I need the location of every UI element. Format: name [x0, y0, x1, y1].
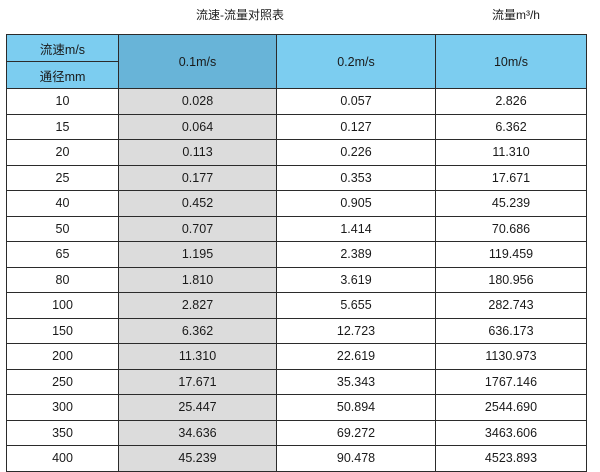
cell-flow-0.2ms: 0.226 [276, 139, 436, 166]
cell-flow-10ms: 4523.893 [435, 445, 587, 472]
column-header-0.1ms[interactable]: 0.1m/s [118, 34, 277, 89]
cell-flow-0.1ms: 0.028 [118, 88, 277, 115]
cell-flow-0.2ms: 69.272 [276, 419, 436, 446]
cell-flow-0.2ms: 5.655 [276, 292, 436, 319]
cell-flow-10ms: 119.459 [435, 241, 587, 268]
cell-flow-0.1ms: 0.113 [118, 139, 277, 166]
cell-flow-10ms: 2.826 [435, 88, 587, 115]
cell-flow-10ms: 70.686 [435, 215, 587, 242]
cell-diameter: 400 [6, 445, 119, 472]
cell-flow-0.2ms: 3.619 [276, 266, 436, 293]
table-row: 250 17.671 35.343 1767.146 [6, 368, 587, 395]
cell-flow-10ms: 17.671 [435, 164, 587, 191]
cell-flow-0.2ms: 1.414 [276, 215, 436, 242]
cell-flow-0.2ms: 50.894 [276, 394, 436, 421]
table-row: 25 0.177 0.353 17.671 [6, 164, 587, 191]
cell-flow-0.1ms: 1.195 [118, 241, 277, 268]
cell-diameter: 350 [6, 419, 119, 446]
cell-diameter: 50 [6, 215, 119, 242]
table-row: 65 1.195 2.389 119.459 [6, 241, 587, 268]
table-row: 350 34.636 69.272 3463.606 [6, 419, 587, 446]
table-row: 15 0.064 0.127 6.362 [6, 113, 587, 140]
table-row: 80 1.810 3.619 180.956 [6, 266, 587, 293]
cell-diameter: 10 [6, 88, 119, 115]
cell-flow-10ms: 3463.606 [435, 419, 587, 446]
cell-flow-10ms: 1767.146 [435, 368, 587, 395]
cell-flow-0.2ms: 0.905 [276, 190, 436, 217]
cell-flow-10ms: 45.239 [435, 190, 587, 217]
cell-diameter: 250 [6, 368, 119, 395]
flow-unit-label: 流量m³/h [491, 8, 540, 22]
cell-flow-0.2ms: 0.353 [276, 164, 436, 191]
cell-flow-10ms: 180.956 [435, 266, 587, 293]
page-title: 流速-流量对照表 [196, 8, 284, 22]
caption-bar: 流速-流量对照表 流量m³/h [0, 0, 600, 34]
cell-diameter: 25 [6, 164, 119, 191]
cell-flow-10ms: 6.362 [435, 113, 587, 140]
cell-diameter: 100 [6, 292, 119, 319]
cell-diameter: 80 [6, 266, 119, 293]
cell-flow-0.1ms: 1.810 [118, 266, 277, 293]
table-row: 400 45.239 90.478 4523.893 [6, 445, 587, 472]
table-head: 流速m/s 0.1m/s 0.2m/s 10m/s 通径mm [6, 34, 587, 89]
cell-flow-10ms: 1130.973 [435, 343, 587, 370]
header-diameter-label: 通径mm [6, 61, 119, 89]
flow-velocity-table-wrapper: 流速m/s 0.1m/s 0.2m/s 10m/s 通径mm 10 0.028 0.… [6, 34, 587, 472]
table-header-row-top: 流速m/s 0.1m/s 0.2m/s 10m/s [6, 34, 587, 89]
cell-flow-0.1ms: 34.636 [118, 419, 277, 446]
cell-diameter: 150 [6, 317, 119, 344]
cell-flow-0.1ms: 45.239 [118, 445, 277, 472]
cell-flow-0.2ms: 35.343 [276, 368, 436, 395]
cell-flow-0.1ms: 0.064 [118, 113, 277, 140]
cell-flow-0.1ms: 25.447 [118, 394, 277, 421]
column-header-0.2ms[interactable]: 0.2m/s [276, 34, 436, 89]
table-row: 200 11.310 22.619 1130.973 [6, 343, 587, 370]
cell-flow-10ms: 11.310 [435, 139, 587, 166]
cell-flow-10ms: 282.743 [435, 292, 587, 319]
cell-flow-0.1ms: 0.177 [118, 164, 277, 191]
cell-flow-0.1ms: 6.362 [118, 317, 277, 344]
cell-diameter: 200 [6, 343, 119, 370]
cell-diameter: 300 [6, 394, 119, 421]
table-row: 40 0.452 0.905 45.239 [6, 190, 587, 217]
table-row: 150 6.362 12.723 636.173 [6, 317, 587, 344]
cell-flow-0.2ms: 0.057 [276, 88, 436, 115]
table-body: 10 0.028 0.057 2.826 15 0.064 0.127 6.362 20 0.11… [6, 88, 587, 472]
table-row: 300 25.447 50.894 2544.690 [6, 394, 587, 421]
cell-flow-0.2ms: 90.478 [276, 445, 436, 472]
table-header-row-bottom: 通径mm [6, 61, 587, 89]
header-velocity-label: 流速m/s [6, 34, 119, 62]
table-row: 100 2.827 5.655 282.743 [6, 292, 587, 319]
cell-diameter: 20 [6, 139, 119, 166]
cell-diameter: 40 [6, 190, 119, 217]
column-header-10ms[interactable]: 10m/s [435, 34, 587, 89]
table-row: 10 0.028 0.057 2.826 [6, 88, 587, 115]
table-row: 20 0.113 0.226 11.310 [6, 139, 587, 166]
cell-diameter: 65 [6, 241, 119, 268]
cell-flow-0.2ms: 12.723 [276, 317, 436, 344]
cell-flow-0.1ms: 2.827 [118, 292, 277, 319]
cell-flow-0.1ms: 17.671 [118, 368, 277, 395]
cell-flow-10ms: 636.173 [435, 317, 587, 344]
cell-flow-0.2ms: 0.127 [276, 113, 436, 140]
cell-flow-0.1ms: 0.707 [118, 215, 277, 242]
cell-flow-0.2ms: 22.619 [276, 343, 436, 370]
cell-diameter: 15 [6, 113, 119, 140]
flow-velocity-table: 流速m/s 0.1m/s 0.2m/s 10m/s 通径mm 10 0.028 0.… [6, 34, 587, 472]
cell-flow-0.2ms: 2.389 [276, 241, 436, 268]
cell-flow-0.1ms: 0.452 [118, 190, 277, 217]
cell-flow-10ms: 2544.690 [435, 394, 587, 421]
cell-flow-0.1ms: 11.310 [118, 343, 277, 370]
table-row: 50 0.707 1.414 70.686 [6, 215, 587, 242]
